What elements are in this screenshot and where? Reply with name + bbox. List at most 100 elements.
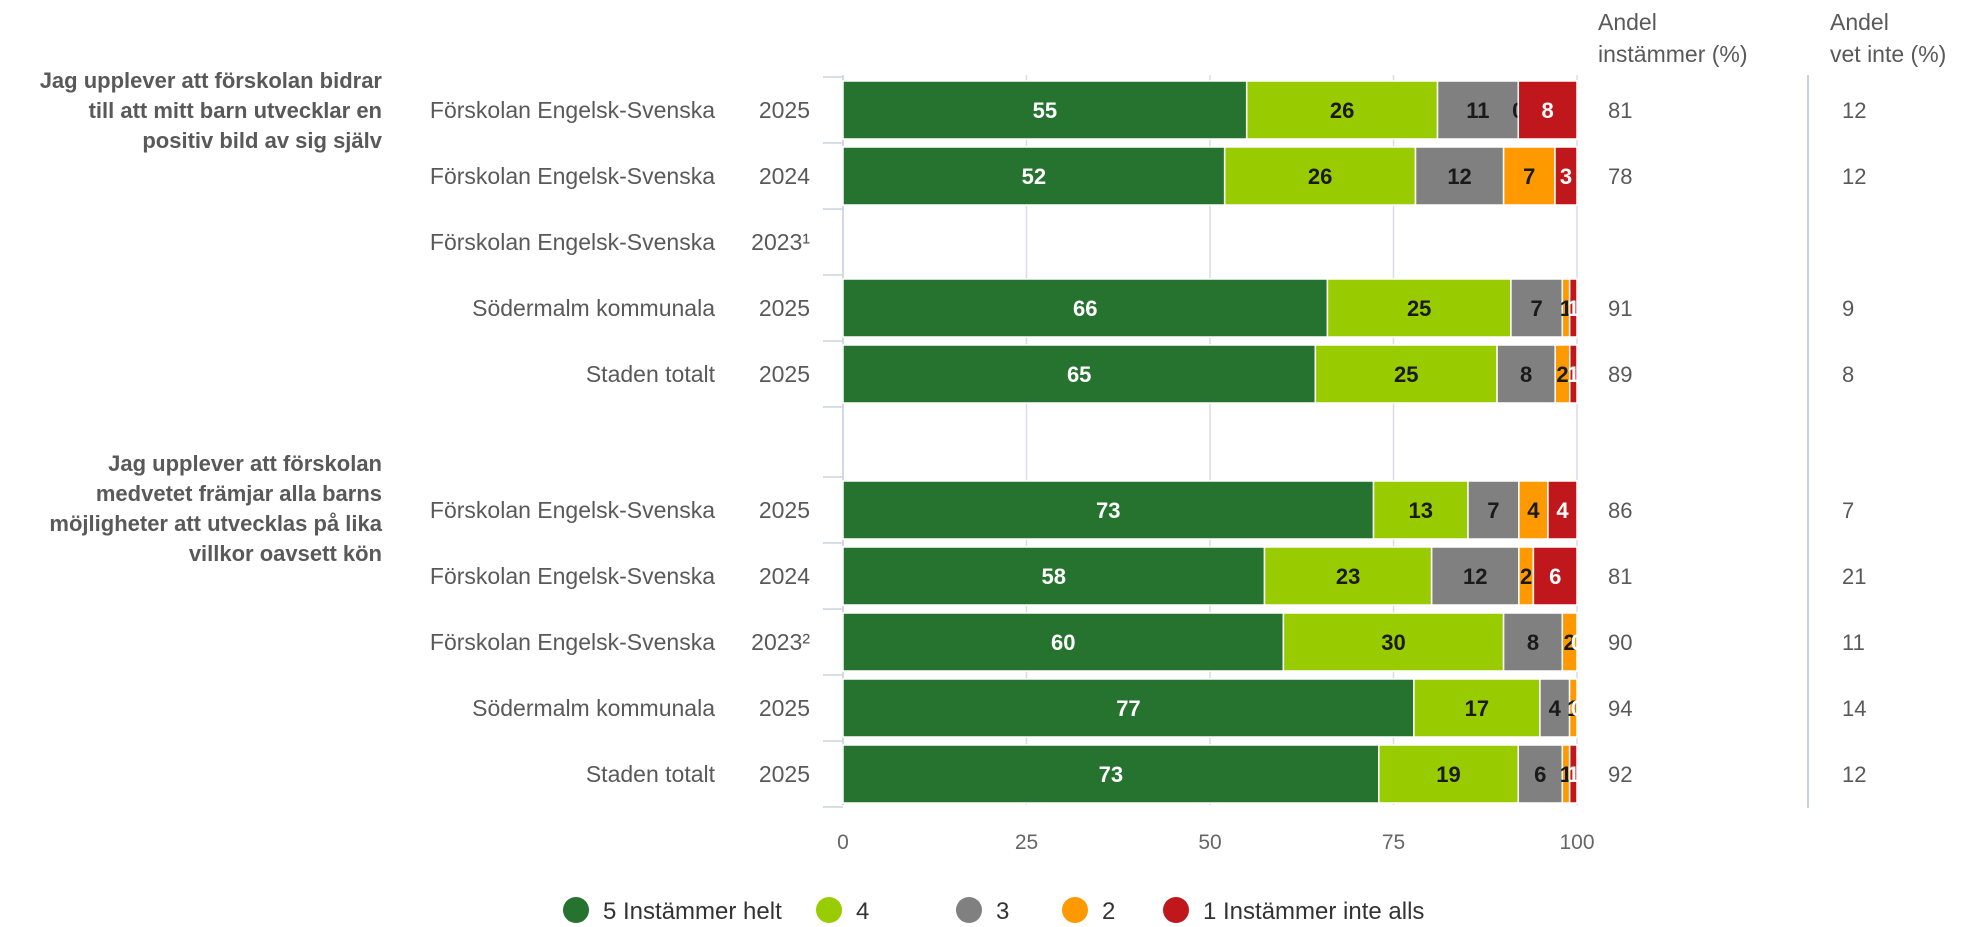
data-label: 12 (1463, 564, 1487, 589)
bar-segment (1502, 612, 1564, 672)
data-label: 2 (1556, 362, 1568, 387)
row-unit-label: Förskolan Engelsk-Svenska (430, 229, 715, 255)
data-label: 19 (1436, 762, 1460, 787)
agree-header-line: instämmer (%) (1598, 41, 1748, 67)
bar-segment (1518, 480, 1549, 540)
legend-swatch (563, 897, 589, 923)
data-label: 73 (1096, 498, 1120, 523)
agree-value: 89 (1608, 362, 1632, 387)
legend-label: 5 Instämmer helt (603, 898, 782, 925)
row-unit-label: Förskolan Engelsk-Svenska (430, 163, 715, 189)
data-label: 4 (1549, 696, 1562, 721)
dontknow-value: 21 (1842, 564, 1866, 589)
row-unit-label: Förskolan Engelsk-Svenska (430, 497, 715, 523)
bar-segment (842, 612, 1285, 672)
bar-segment (842, 146, 1226, 206)
bar-segment (1568, 344, 1578, 404)
agree-value: 92 (1608, 762, 1632, 787)
bar-segment (1245, 80, 1439, 140)
data-label: 7 (1523, 164, 1535, 189)
question-line: Jag upplever att förskolan bidrar (40, 68, 383, 93)
agree-value: 91 (1608, 296, 1632, 321)
data-label: 65 (1067, 362, 1091, 387)
legend-label: 2 (1102, 898, 1115, 925)
data-label: 2 (1564, 630, 1576, 655)
legend-item[interactable]: 2 (1062, 897, 1115, 925)
data-label: 2 (1520, 564, 1532, 589)
agree-value: 94 (1608, 696, 1632, 721)
question-line: positiv bild av sig själv (142, 128, 382, 153)
legend[interactable]: 5 Instämmer helt 4 3 2 1 Instämmer inte alls (563, 897, 1424, 925)
dontknow-header-line: vet inte (%) (1830, 41, 1946, 67)
data-label: 0 (1571, 630, 1583, 655)
dontknow-value: 11 (1842, 630, 1865, 655)
side-columns: Andel instämmer (%) Andel vet inte (%) 81 12 7… (1598, 9, 1946, 808)
legend-item[interactable]: 3 (956, 897, 1009, 925)
data-label: 8 (1542, 98, 1554, 123)
dontknow-value: 7 (1842, 498, 1854, 523)
data-label: 23 (1336, 564, 1360, 589)
bar-segment (842, 344, 1317, 404)
x-tick-label: 100 (1559, 831, 1594, 854)
legend-label: 3 (996, 898, 1009, 925)
agree-value: 78 (1608, 164, 1632, 189)
data-label: 52 (1022, 164, 1046, 189)
data-label: 1 (1567, 762, 1579, 787)
data-label: 58 (1042, 564, 1066, 589)
legend-swatch (1163, 897, 1189, 923)
dontknow-value: 8 (1842, 362, 1854, 387)
data-label: 17 (1465, 696, 1489, 721)
agree-value: 86 (1608, 498, 1632, 523)
data-label: 1 (1567, 362, 1579, 387)
legend-item[interactable]: 1 Instämmer inte alls (1163, 897, 1424, 925)
data-label: 12 (1447, 164, 1471, 189)
bar-segment (1517, 80, 1578, 140)
bar-segment (1378, 744, 1520, 804)
bar-segment (1561, 612, 1578, 672)
x-tick-label: 50 (1198, 831, 1221, 854)
bar-segment (1568, 678, 1578, 738)
bar-segment (1413, 678, 1541, 738)
row-year-label: 2025 (759, 361, 810, 387)
question-line: Jag upplever att förskolan (108, 451, 382, 476)
bar-segment (1547, 480, 1578, 540)
data-label: 4 (1527, 498, 1540, 523)
data-label: 3 (1560, 164, 1572, 189)
data-label: 6 (1534, 762, 1546, 787)
dontknow-value: 14 (1842, 696, 1866, 721)
bar-segment (1467, 480, 1520, 540)
data-label: 7 (1487, 498, 1499, 523)
row-year-label: 2025 (759, 295, 810, 321)
data-label: 1 (1567, 696, 1579, 721)
bar-segment (1554, 146, 1578, 206)
row-unit-label: Förskolan Engelsk-Svenska (430, 97, 715, 123)
legend-item[interactable]: 4 (816, 897, 869, 925)
dontknow-value: 12 (1842, 164, 1866, 189)
bar-segment (842, 480, 1375, 540)
row-unit-label: Södermalm kommunala (472, 295, 715, 321)
row-labels: Förskolan Engelsk-Svenska 2025 Förskolan E… (430, 97, 810, 787)
data-label: 11 (1466, 98, 1489, 123)
data-label: 66 (1073, 296, 1097, 321)
bar-segment (842, 278, 1329, 338)
bar-segment (1430, 546, 1520, 606)
question-labels: Jag upplever att förskolan bidrar till at… (40, 68, 383, 566)
x-axis-ticks: 0 25 50 75 100 (837, 831, 1594, 854)
bar-segment (1510, 278, 1564, 338)
bar-segment (1539, 678, 1571, 738)
bar-segment (1568, 278, 1578, 338)
bar-segment (842, 80, 1248, 140)
row-unit-label: Staden totalt (586, 761, 716, 787)
data-label: 25 (1394, 362, 1418, 387)
legend-item[interactable]: 5 Instämmer helt (563, 897, 782, 925)
bar-segment (1532, 546, 1578, 606)
row-year-label: 2025 (759, 497, 810, 523)
row-year-label: 2023² (751, 629, 810, 655)
data-label: 0 (1571, 696, 1583, 721)
data-label: 60 (1051, 630, 1075, 655)
bars: 5526110852261273662571165258217313744582… (842, 80, 1583, 804)
x-tick-label: 0 (837, 831, 849, 854)
data-label: 4 (1556, 498, 1569, 523)
data-label: 7 (1531, 296, 1543, 321)
